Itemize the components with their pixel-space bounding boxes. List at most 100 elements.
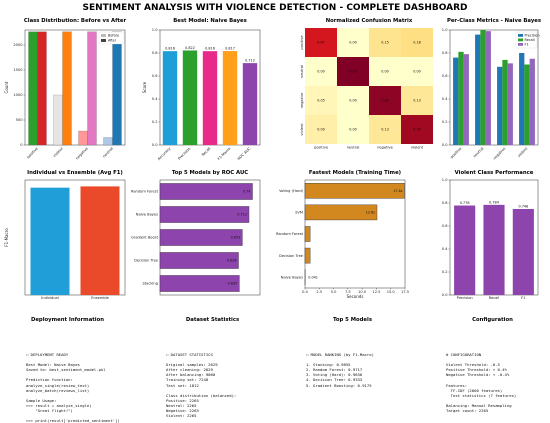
x-tick-label: neutral: [102, 147, 114, 159]
y-tick-label: 1.0: [442, 178, 448, 182]
roc-value-label: 0.74: [243, 190, 251, 194]
y-tick-label: 0.2: [442, 120, 448, 124]
x-tick-label: Recall: [201, 147, 211, 157]
y-tick-label: positive: [300, 35, 304, 50]
metric-bar: [480, 30, 485, 145]
f1-bar: [31, 188, 70, 295]
confusion-value: 0.82: [381, 99, 389, 103]
score-bar: [183, 50, 197, 145]
metric-bar: [497, 67, 502, 145]
roc-value-label: 0.712: [237, 213, 247, 217]
dataset-title: Dataset Statistics: [155, 317, 270, 323]
metric-bar: [530, 59, 535, 145]
roc-value-label: 0.659: [231, 236, 241, 240]
dataset-line: Violent: 2265: [166, 413, 236, 418]
confusion-value: 0.00: [349, 41, 357, 45]
x-tick-label: Precision: [177, 147, 191, 161]
y-tick-label: Decision Tree: [279, 254, 304, 258]
y-tick-label: 0.4: [152, 97, 158, 101]
x-tick-label: Ensemble: [91, 296, 109, 300]
y-tick-label: negative: [300, 92, 304, 109]
legend-swatch: [518, 34, 523, 37]
class-dist-bar: [113, 32, 122, 145]
x-tick-label: violent: [517, 146, 529, 158]
score-value-label: 0.822: [185, 46, 195, 50]
x-axis-label: Seconds: [347, 294, 364, 299]
chart-title: Top 5 Models by ROC AUC: [172, 170, 248, 176]
x-tick-label: Accuracy: [157, 146, 172, 161]
config-line: Text statistics (7 features): [446, 393, 516, 398]
legend-swatch: [518, 39, 523, 42]
violent-value-label: 0.778: [460, 201, 470, 205]
confusion-value: 0.85: [349, 70, 357, 74]
y-axis-label: Count: [4, 81, 9, 93]
roc-value-label: 0.635: [228, 282, 238, 286]
x-tick-label: positive: [450, 146, 463, 159]
confusion-value: 0.15: [381, 41, 389, 45]
metric-bar: [519, 53, 524, 145]
x-tick-label: negative: [75, 146, 90, 161]
x-tick-label: Individual: [41, 296, 59, 300]
x-tick-label: violent: [52, 146, 64, 158]
y-tick-label: 0.4: [442, 97, 448, 101]
metric-bar: [453, 58, 458, 145]
config-title: Configuration: [435, 317, 550, 323]
config-line: Target count: 2265: [446, 408, 516, 413]
y-tick-label: 0.6: [152, 74, 158, 78]
y-tick-label: 0.6: [442, 74, 448, 78]
x-tick-label: 5.0: [331, 290, 337, 294]
score-value-label: 0.816: [165, 47, 175, 51]
y-tick-label: SVM: [295, 211, 303, 215]
y-tick-label: 0.2: [442, 270, 448, 274]
x-tick-label: F1: [521, 296, 525, 300]
y-tick-label: Decision Tree: [134, 259, 159, 263]
roc-bar: [160, 183, 253, 199]
chart-title: Fastest Models (Training Time): [309, 170, 401, 176]
time-bar: [305, 183, 404, 198]
x-tick-label: negative: [492, 146, 507, 161]
y-tick-label: 0: [20, 143, 23, 147]
score-bar: [163, 51, 177, 145]
y-tick-label: 1.0: [442, 28, 448, 32]
y-tick-label: 0.0: [442, 293, 448, 297]
time-value-label: 12.6s: [366, 211, 376, 215]
x-tick-label: violent: [411, 146, 424, 150]
y-axis-label: Score: [142, 81, 147, 93]
chart-title: Normalized Confusion Matrix: [326, 18, 413, 24]
class-dist-bar: [54, 95, 63, 145]
y-tick-label: neutral: [300, 65, 304, 78]
model-ranking-panel: ☐ MODEL RANKING (by F1-Macro)1. Stacking…: [306, 352, 374, 388]
confusion-value: 0.18: [413, 41, 421, 45]
chart-title: Violent Class Performance: [455, 170, 534, 176]
x-tick-label: 17.5: [401, 290, 409, 294]
y-tick-label: Random Forest: [131, 190, 159, 194]
x-tick-label: 12.5: [372, 290, 380, 294]
f1-bar: [81, 186, 120, 295]
violent-bar: [483, 205, 504, 295]
deployment-line: >>> print(result['predicted_sentiment']): [26, 418, 120, 423]
y-tick-label: 0.6: [442, 224, 448, 228]
x-tick-label: negative: [377, 146, 394, 150]
chart-title: Per-Class Metrics - Naive Bayes: [447, 18, 541, 24]
x-tick-label: Recall: [489, 296, 500, 300]
legend-entry: After: [108, 39, 117, 43]
confusion-value: 0.67: [317, 41, 325, 45]
legend-entry: Before: [108, 34, 119, 38]
violent-bar: [454, 206, 475, 295]
y-tick-label: Voting (Hard): [279, 189, 303, 193]
legend-entry: Precision: [525, 33, 540, 37]
violent-value-label: 0.748: [518, 204, 528, 208]
y-tick-label: Naive Bayes: [136, 213, 158, 217]
confusion-value: 0.00: [413, 70, 421, 74]
y-tick-label: 2000: [13, 43, 23, 47]
top5-title: Top 5 Models: [295, 317, 410, 323]
confusion-value: 0.13: [413, 99, 421, 103]
score-value-label: 0.817: [225, 47, 235, 51]
x-tick-label: neutral: [472, 147, 484, 159]
metric-bar: [524, 65, 529, 146]
y-tick-label: 0.8: [152, 51, 158, 55]
legend-entry: Recall: [525, 38, 535, 42]
y-tick-label: 0.2: [152, 120, 158, 124]
metric-bar: [464, 54, 469, 145]
